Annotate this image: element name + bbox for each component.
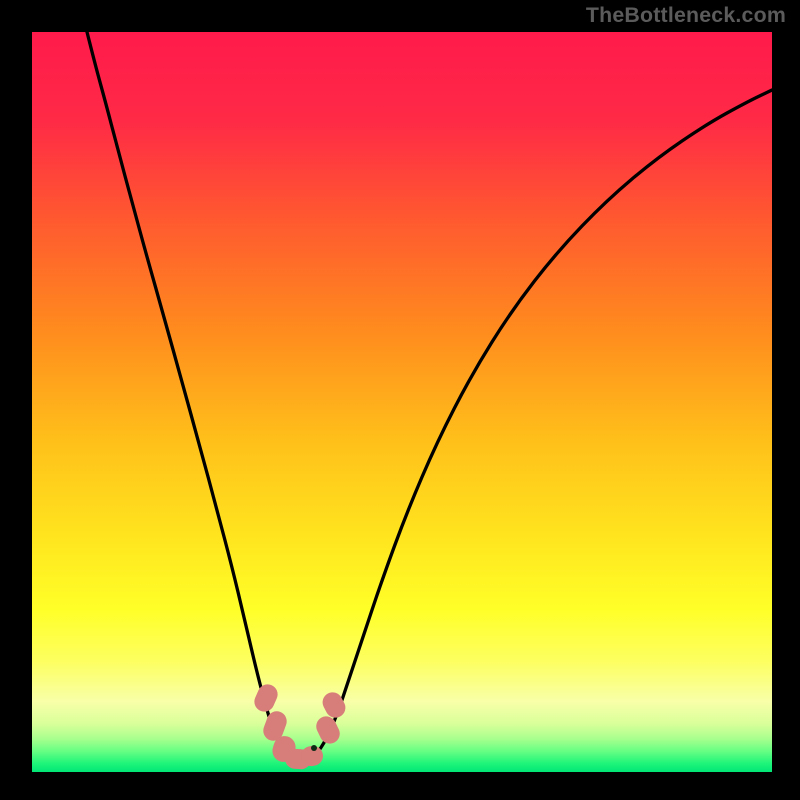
curve-layer <box>32 32 772 772</box>
plot-area <box>32 32 772 772</box>
bottleneck-curve <box>87 32 772 761</box>
watermark-text: TheBottleneck.com <box>586 3 786 28</box>
chart-canvas: TheBottleneck.com <box>0 0 800 800</box>
